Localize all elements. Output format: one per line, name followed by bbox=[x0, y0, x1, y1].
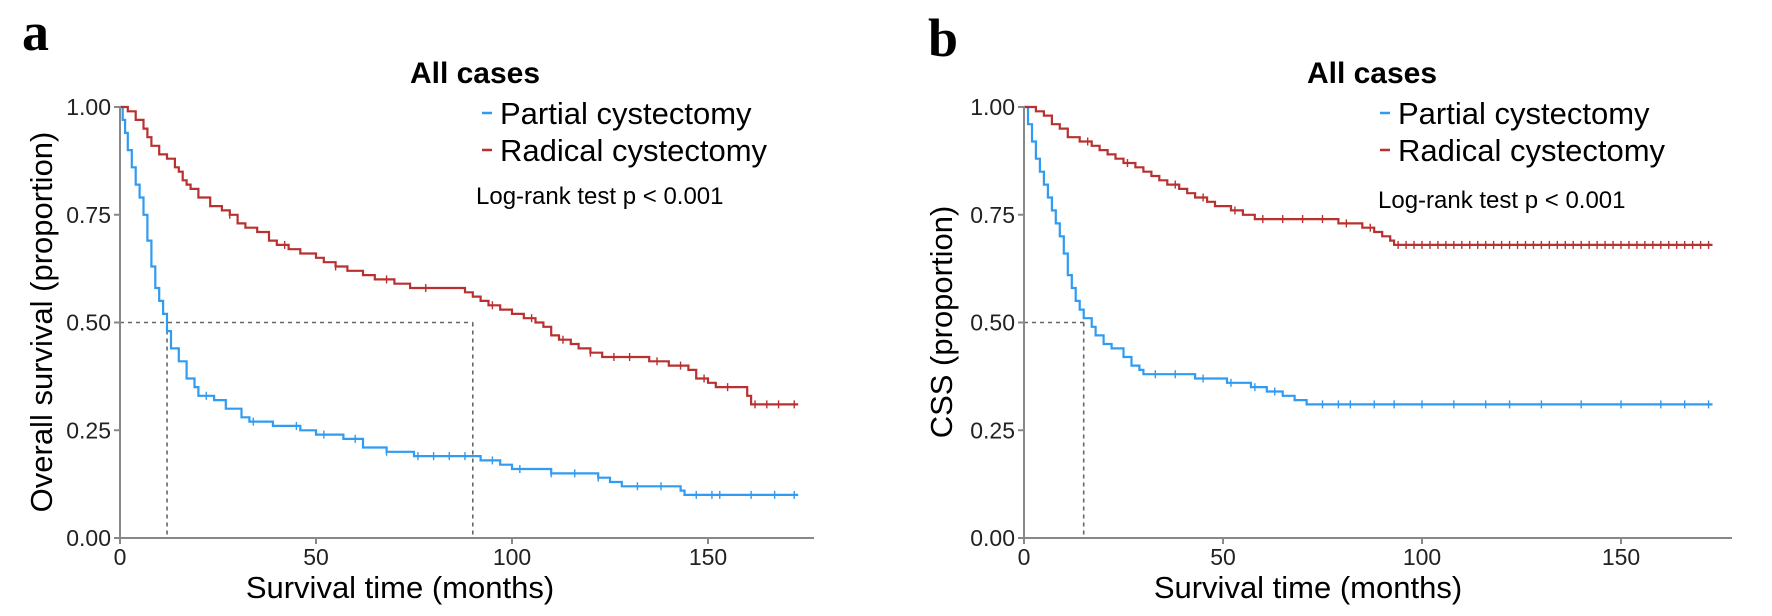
logrank-annotation-b: Log-rank test p < 0.001 bbox=[1378, 187, 1626, 214]
y-tick-label-a-2: 0.50 bbox=[66, 310, 111, 336]
y-tick-label-a-1: 0.25 bbox=[66, 417, 111, 443]
x-axis-label-a: Survival time (months) bbox=[246, 570, 554, 605]
x-tick-label-a-0: 0 bbox=[114, 544, 127, 570]
legend-label-radical-b: Radical cystectomy bbox=[1398, 133, 1666, 168]
survival-curves-a bbox=[120, 105, 799, 499]
chart-title-a: All cases bbox=[410, 57, 540, 90]
legend-a: Partial cystectomy Radical cystectomy bbox=[482, 96, 768, 168]
curve-radical-b bbox=[1024, 105, 1713, 246]
panel-a: a All cases Partial cystectomy Radical c… bbox=[22, 2, 814, 605]
survival-curves-b bbox=[1024, 105, 1713, 409]
chart-title-b: All cases bbox=[1307, 57, 1437, 90]
panel-letter-b: b bbox=[928, 8, 958, 68]
x-tick-label-a-1: 50 bbox=[303, 544, 329, 570]
curve-partial-b bbox=[1024, 105, 1713, 406]
panel-b: b All cases Partial cystectomy Radical c… bbox=[924, 8, 1732, 605]
x-tick-label-b-1: 50 bbox=[1210, 544, 1236, 570]
x-tick-label-b-2: 100 bbox=[1403, 544, 1441, 570]
x-tick-label-b-3: 150 bbox=[1602, 544, 1640, 570]
y-tick-label-a-3: 0.75 bbox=[66, 202, 111, 228]
legend-b: Partial cystectomy Radical cystectomy bbox=[1380, 96, 1666, 168]
median-reference-lines-a bbox=[120, 321, 474, 538]
axis-ticks-a: 0.00 0.25 0.50 0.75 1.00 0 50 100 150 bbox=[66, 94, 727, 570]
legend-label-partial-a: Partial cystectomy bbox=[500, 96, 752, 131]
y-tick-label-b-0: 0.00 bbox=[970, 525, 1015, 551]
x-tick-label-a-2: 100 bbox=[493, 544, 531, 570]
curve-partial-a bbox=[120, 105, 799, 496]
x-axis-label-b: Survival time (months) bbox=[1154, 570, 1462, 605]
axis-ticks-b: 0.00 0.25 0.50 0.75 1.00 0 50 100 150 bbox=[970, 94, 1640, 570]
legend-label-partial-b: Partial cystectomy bbox=[1398, 96, 1650, 131]
panel-letter-a: a bbox=[22, 2, 49, 62]
x-tick-label-b-0: 0 bbox=[1018, 544, 1031, 570]
median-reference-lines-b bbox=[1024, 321, 1085, 538]
y-axis-label-a: Overall survival (proportion) bbox=[24, 132, 59, 513]
legend-label-radical-a: Radical cystectomy bbox=[500, 133, 768, 168]
y-tick-label-b-3: 0.75 bbox=[970, 202, 1015, 228]
logrank-annotation-a: Log-rank test p < 0.001 bbox=[476, 183, 724, 210]
curve-radical-a bbox=[120, 105, 799, 406]
y-tick-label-a-4: 1.00 bbox=[66, 94, 111, 120]
y-tick-label-b-2: 0.50 bbox=[970, 310, 1015, 336]
y-tick-label-b-4: 1.00 bbox=[970, 94, 1015, 120]
x-tick-label-a-3: 150 bbox=[689, 544, 727, 570]
y-tick-label-b-1: 0.25 bbox=[970, 417, 1015, 443]
y-tick-label-a-0: 0.00 bbox=[66, 525, 111, 551]
y-axis-label-b: CSS (proportion) bbox=[924, 206, 959, 439]
